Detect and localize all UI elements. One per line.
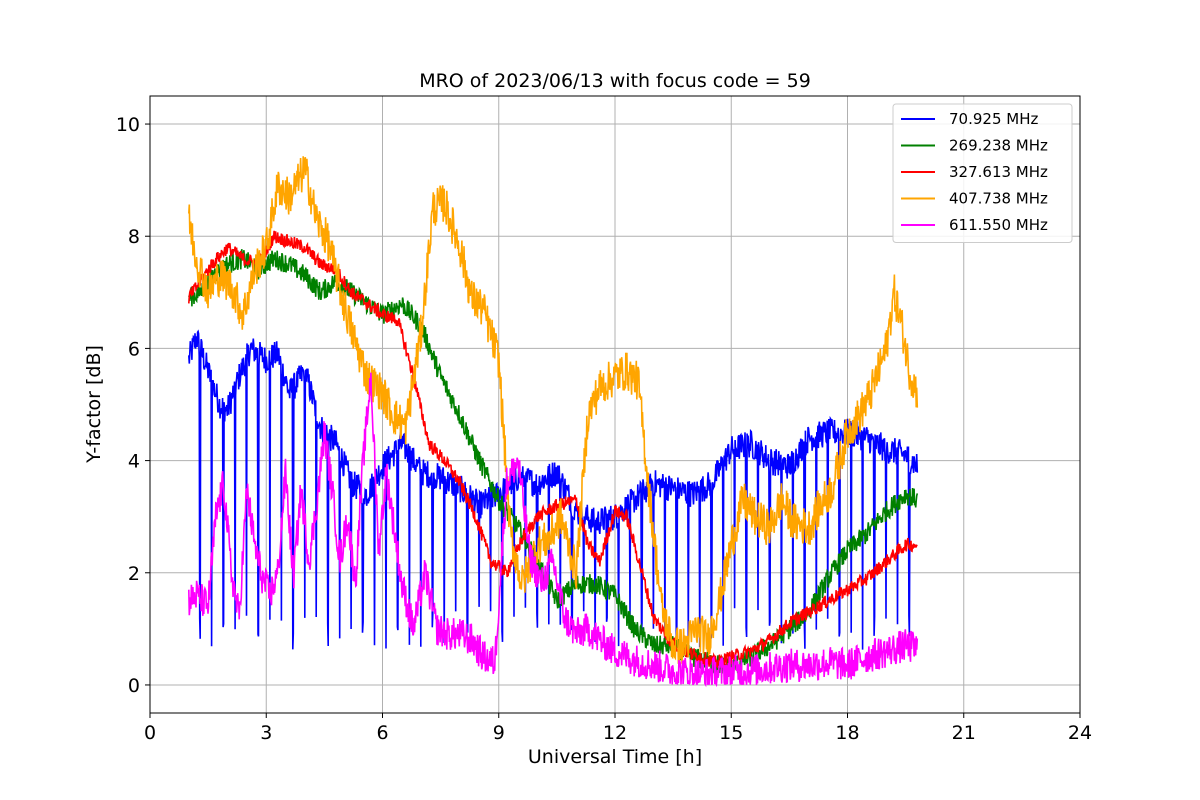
x-axis-label: Universal Time [h]	[528, 746, 702, 768]
x-tick-label: 9	[493, 722, 505, 744]
y-tick-label: 6	[128, 338, 140, 360]
legend: 70.925 MHz 269.238 MHz 327.613 MHz 407.738 …	[892, 103, 1073, 243]
x-tick-label: 3	[260, 722, 272, 744]
x-tick-label: 6	[376, 722, 388, 744]
legend-label: 70.925 MHz	[949, 110, 1038, 128]
x-tick-label: 21	[952, 722, 976, 744]
series-line	[188, 329, 919, 650]
y-tick-label: 0	[128, 675, 140, 697]
y-tick-label: 2	[128, 563, 140, 585]
y-tick-label: 8	[128, 226, 140, 248]
series-line	[188, 372, 919, 688]
series-line	[188, 156, 919, 664]
x-tick-label: 15	[719, 722, 743, 744]
legend-label: 269.238 MHz	[949, 137, 1048, 155]
legend-label: 407.738 MHz	[949, 190, 1048, 208]
y-axis-label: Y-factor [dB]	[83, 345, 105, 464]
series-line	[188, 230, 918, 669]
x-tick-label: 12	[603, 722, 627, 744]
x-tick-label: 0	[144, 722, 156, 744]
x-axis: 0 3 6 9 12 15 18 21 24	[144, 713, 1092, 744]
chart-title: MRO of 2023/06/13 with focus code = 59	[419, 70, 811, 92]
x-tick-label: 24	[1068, 722, 1092, 744]
y-tick-label: 10	[116, 114, 140, 136]
y-axis: 0 2 4 6 8 10	[116, 114, 150, 697]
legend-label: 611.550 MHz	[949, 216, 1048, 234]
x-tick-label: 18	[835, 722, 859, 744]
plot-area	[188, 156, 919, 688]
y-tick-label: 4	[128, 451, 140, 473]
legend-label: 327.613 MHz	[949, 163, 1048, 181]
legend-box	[892, 103, 1073, 243]
